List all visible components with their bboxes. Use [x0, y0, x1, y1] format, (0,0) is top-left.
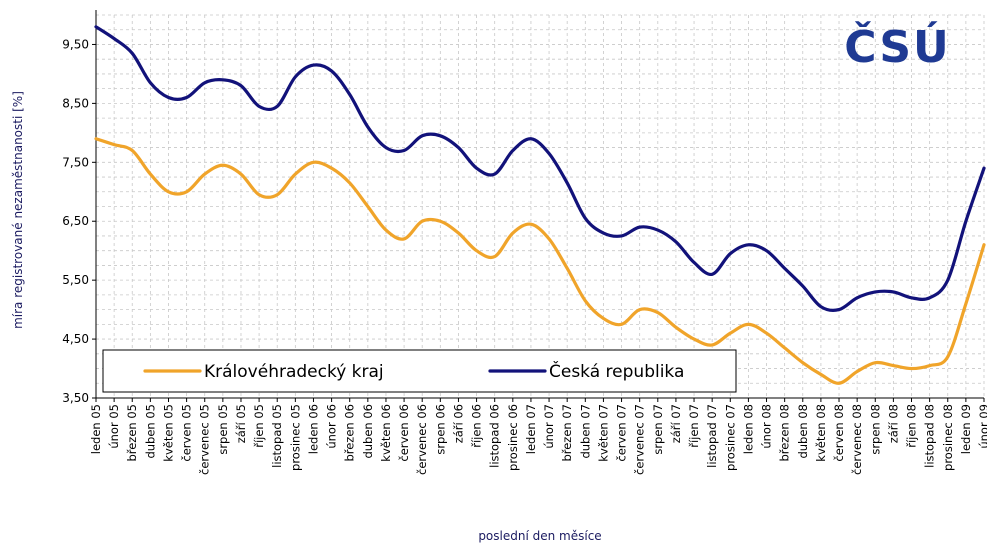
legend-label: Královéhradecký kraj — [204, 362, 384, 382]
x-tick-label: prosinec 06 — [506, 404, 520, 471]
x-tick-label: září 07 — [669, 404, 683, 443]
x-tick-label: říjen 06 — [470, 404, 484, 448]
x-tick-label: červenec 07 — [633, 404, 647, 475]
x-tick-label: říjen 08 — [905, 404, 919, 448]
legend: Královéhradecký kraj Česká republika — [102, 349, 737, 393]
x-tick-label: březen 07 — [560, 404, 574, 462]
x-tick-label: červenec 08 — [850, 404, 864, 475]
y-tick-label: 8,50 — [62, 96, 89, 110]
x-tick-label: září 05 — [234, 404, 248, 443]
x-tick-label: únor 06 — [325, 404, 339, 449]
x-tick-label: březen 05 — [125, 404, 139, 462]
y-tick-label: 9,50 — [62, 37, 89, 51]
legend-label: Česká republika — [549, 360, 684, 382]
x-tick-label: únor 05 — [107, 404, 121, 449]
x-tick-label: srpen 08 — [868, 404, 882, 455]
logo-text: ČSÚ — [844, 21, 951, 73]
x-tick-label: listopad 08 — [923, 404, 937, 468]
x-tick-label: květen 05 — [161, 404, 175, 462]
x-tick-label: říjen 07 — [687, 404, 701, 448]
x-tick-label: srpen 06 — [433, 404, 447, 455]
x-tick-label: říjen 05 — [252, 404, 266, 448]
x-tick-label: duben 06 — [361, 404, 375, 459]
x-tick-label: březen 08 — [778, 404, 792, 462]
y-tick-label: 7,50 — [62, 155, 89, 169]
x-tick-label: květen 07 — [596, 404, 610, 462]
y-tick-label: 6,50 — [62, 214, 89, 228]
y-tick-label: 3,50 — [62, 391, 89, 405]
x-tick-label: leden 06 — [306, 404, 320, 454]
x-tick-label: červenec 06 — [415, 404, 429, 475]
x-tick-label: prosinec 08 — [941, 404, 955, 471]
x-tick-label: listopad 06 — [488, 404, 502, 468]
x-tick-label: leden 09 — [959, 404, 973, 454]
x-tick-label: listopad 07 — [705, 404, 719, 468]
x-tick-label: září 08 — [886, 404, 900, 443]
x-tick-label: září 06 — [451, 404, 465, 443]
axes: 3,50 4,50 5,50 6,50 7,50 8,50 9,50 leden 05 únor… — [62, 10, 987, 475]
y-tick-label: 4,50 — [62, 332, 89, 346]
x-tick-label: červen 05 — [180, 404, 194, 462]
x-tick-label: duben 07 — [578, 404, 592, 459]
x-tick-label: červen 08 — [832, 404, 846, 462]
series-line-kralovehradecky-kraj — [94, 137, 986, 385]
x-tick-label: červen 06 — [397, 404, 411, 462]
x-tick-label: únor 08 — [760, 404, 774, 449]
y-axis-label: míra registrované nezaměstnanosti [%] — [11, 91, 25, 329]
x-tick-label: srpen 05 — [216, 404, 230, 455]
x-tick-label: srpen 07 — [651, 404, 665, 455]
x-tick-label: listopad 05 — [270, 404, 284, 468]
x-tick-label: červen 07 — [615, 404, 629, 462]
csu-logo: ČSÚ — [820, 21, 975, 73]
x-tick-label: květen 08 — [814, 404, 828, 462]
x-tick-label: únor 09 — [977, 404, 987, 449]
x-tick-label: leden 08 — [741, 404, 755, 454]
x-tick-label: duben 05 — [143, 404, 157, 459]
x-tick-label: leden 07 — [524, 404, 538, 454]
legend-box — [102, 349, 737, 393]
x-tick-label: prosinec 05 — [288, 404, 302, 471]
x-tick-label: červenec 05 — [198, 404, 212, 475]
x-tick-label: duben 08 — [796, 404, 810, 459]
series — [94, 25, 986, 385]
x-tick-label: únor 07 — [542, 404, 556, 449]
x-axis-label: poslední den měsíce — [478, 529, 601, 543]
series-line-ceska-republika — [94, 25, 986, 312]
x-tick-label: leden 05 — [89, 404, 103, 454]
x-tick-label: březen 06 — [343, 404, 357, 462]
y-tick-label: 5,50 — [62, 273, 89, 287]
x-tick-label: květen 06 — [379, 404, 393, 462]
x-tick-label: prosinec 07 — [723, 404, 737, 471]
